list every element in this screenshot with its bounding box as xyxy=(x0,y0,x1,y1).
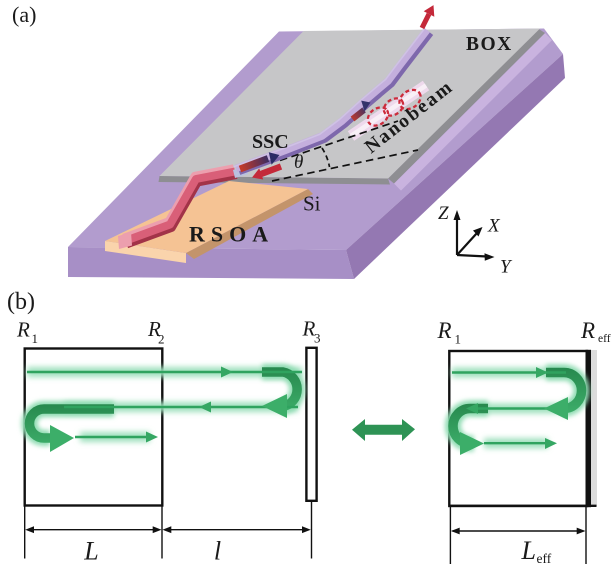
svg-text:R: R xyxy=(302,317,316,341)
svg-text:1: 1 xyxy=(32,331,39,346)
svg-text:θ: θ xyxy=(294,152,303,173)
svg-text:(a): (a) xyxy=(12,2,36,27)
svg-text:eff: eff xyxy=(598,333,611,345)
svg-text:L: L xyxy=(521,536,536,564)
svg-text:L: L xyxy=(83,537,98,564)
svg-text:SSC: SSC xyxy=(252,131,289,153)
svg-text:R: R xyxy=(580,318,595,343)
svg-text:R: R xyxy=(16,318,30,342)
svg-text:eff: eff xyxy=(537,551,552,564)
svg-text:(b): (b) xyxy=(7,289,35,315)
svg-text:2: 2 xyxy=(158,332,165,347)
svg-text:Z: Z xyxy=(438,203,449,224)
svg-text:X: X xyxy=(487,216,501,237)
svg-text:BOX: BOX xyxy=(466,34,513,55)
svg-text:R: R xyxy=(437,318,452,343)
svg-text:Y: Y xyxy=(500,257,513,278)
svg-text:Si: Si xyxy=(303,192,321,216)
svg-text:RSOA: RSOA xyxy=(189,222,274,247)
svg-text:1: 1 xyxy=(455,332,462,347)
svg-text:R: R xyxy=(147,317,161,341)
svg-text:l: l xyxy=(214,537,221,564)
svg-text:3: 3 xyxy=(314,331,321,346)
